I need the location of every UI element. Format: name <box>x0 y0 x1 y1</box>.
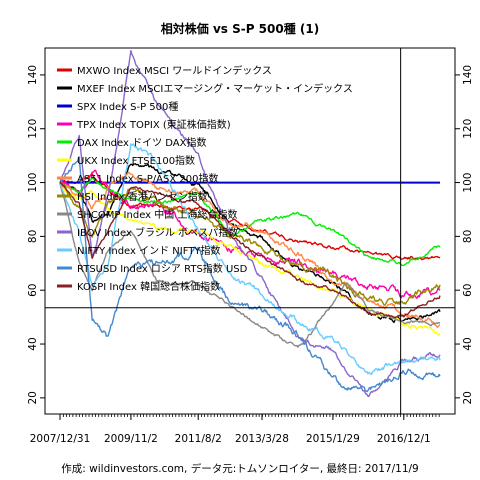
x-tick-label: 2007/12/31 <box>30 433 91 445</box>
series-line-12 <box>59 156 441 393</box>
plot-area <box>44 47 456 415</box>
y-tick-label-left: 140 <box>27 65 39 85</box>
y-tick-label-right: 80 <box>462 230 474 243</box>
series-line-11 <box>59 143 441 375</box>
y-tick-label-right: 60 <box>462 284 474 297</box>
legend-label: MXWO Index MSCI ワールドインデックス <box>77 64 272 77</box>
legend-label: DAX Index ドイツ DAX指数 <box>77 136 207 149</box>
legend-label: UKX Index FTSE100指数 <box>77 154 195 167</box>
reference-lines <box>45 48 455 414</box>
y-tick-label-left: 60 <box>27 284 39 297</box>
legend-label: IBOV Index ブラジル ボベスパ指数 <box>77 226 238 239</box>
y-tick-label-right: 100 <box>462 173 474 193</box>
legend-label: HSI Index 香港ハンセン指数 <box>77 190 208 203</box>
x-tick-label: 2011/8/2 <box>175 433 222 445</box>
legend-label: NIFTY Index インド NIFTY指数 <box>77 244 221 257</box>
legend-label: AS51 Index S-P/ASX 200指数 <box>77 172 218 185</box>
y-tick-label-left: 100 <box>27 173 39 193</box>
x-tick-label: 2009/11/2 <box>104 433 158 445</box>
series-line-6 <box>59 182 441 336</box>
series-line-7 <box>59 171 440 329</box>
chart-caption: 作成: wildinvestors.com, データ元:トムソンロイター, 最終… <box>61 462 418 475</box>
y-tick-label-left: 40 <box>27 337 39 350</box>
y-tick-label-right: 20 <box>462 391 474 404</box>
legend-label: TPX Index TOPIX (東証株価指数) <box>76 118 231 131</box>
series-lines <box>59 50 441 398</box>
series-line-9 <box>59 183 441 348</box>
x-tick-label: 2015/1/29 <box>306 433 360 445</box>
x-tick-label: 2013/3/28 <box>235 433 289 445</box>
legend-label: RTSUSD Index ロシア RTS指数 USD <box>77 262 248 275</box>
legend-label: SHCOMP Index 中国 上海総合指数 <box>77 208 237 221</box>
series-line-13 <box>59 181 441 319</box>
legend-label: MXEF Index MSCIエマージング・マーケット・インデックス <box>77 82 353 95</box>
series-line-10 <box>59 50 441 398</box>
chart-title: 相対株価 vs S-P 500種 (1) <box>161 21 319 36</box>
legend: MXWO Index MSCI ワールドインデックス MXEF Index MSC… <box>57 64 353 293</box>
y-tick-label-left: 120 <box>27 119 39 139</box>
y-tick-label-left: 20 <box>27 391 39 404</box>
legend-label: SPX Index S-P 500種 <box>77 100 178 113</box>
legend-label: KOSPI Index 韓国総合株価指数 <box>77 280 220 293</box>
y-tick-label-left: 80 <box>27 230 39 243</box>
y-tick-label-right: 120 <box>462 119 474 139</box>
series-line-8 <box>59 182 441 306</box>
axes: 20 20 40 40 60 60 80 80 100 100 120 120 140 140 2007/1… <box>27 65 474 445</box>
x-tick-label: 2016/12/1 <box>377 433 431 445</box>
y-tick-label-right: 40 <box>462 337 474 350</box>
y-tick-label-right: 140 <box>462 65 474 85</box>
